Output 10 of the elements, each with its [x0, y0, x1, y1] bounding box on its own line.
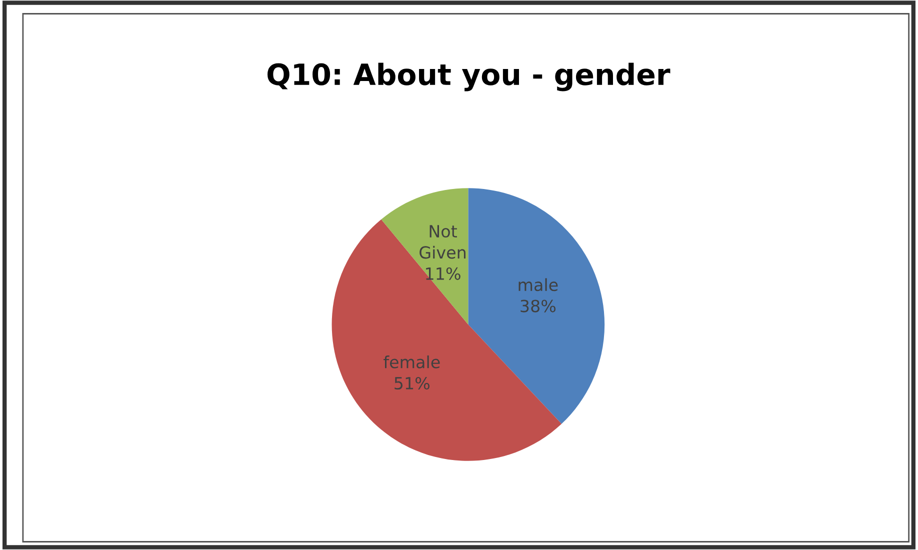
slice-label: Not Given: [420, 225, 466, 259]
slice-label: female: [384, 355, 440, 368]
slice-label: male: [518, 278, 558, 292]
pie-slice: [332, 219, 562, 461]
data-label: 51%: [394, 376, 430, 390]
chart-title: Q10: About you - gender: [268, 62, 670, 92]
pie-slice: [381, 188, 468, 324]
data-label: 11%: [426, 267, 460, 280]
pie-slice: [468, 188, 605, 424]
data-label: 38%: [520, 300, 556, 312]
